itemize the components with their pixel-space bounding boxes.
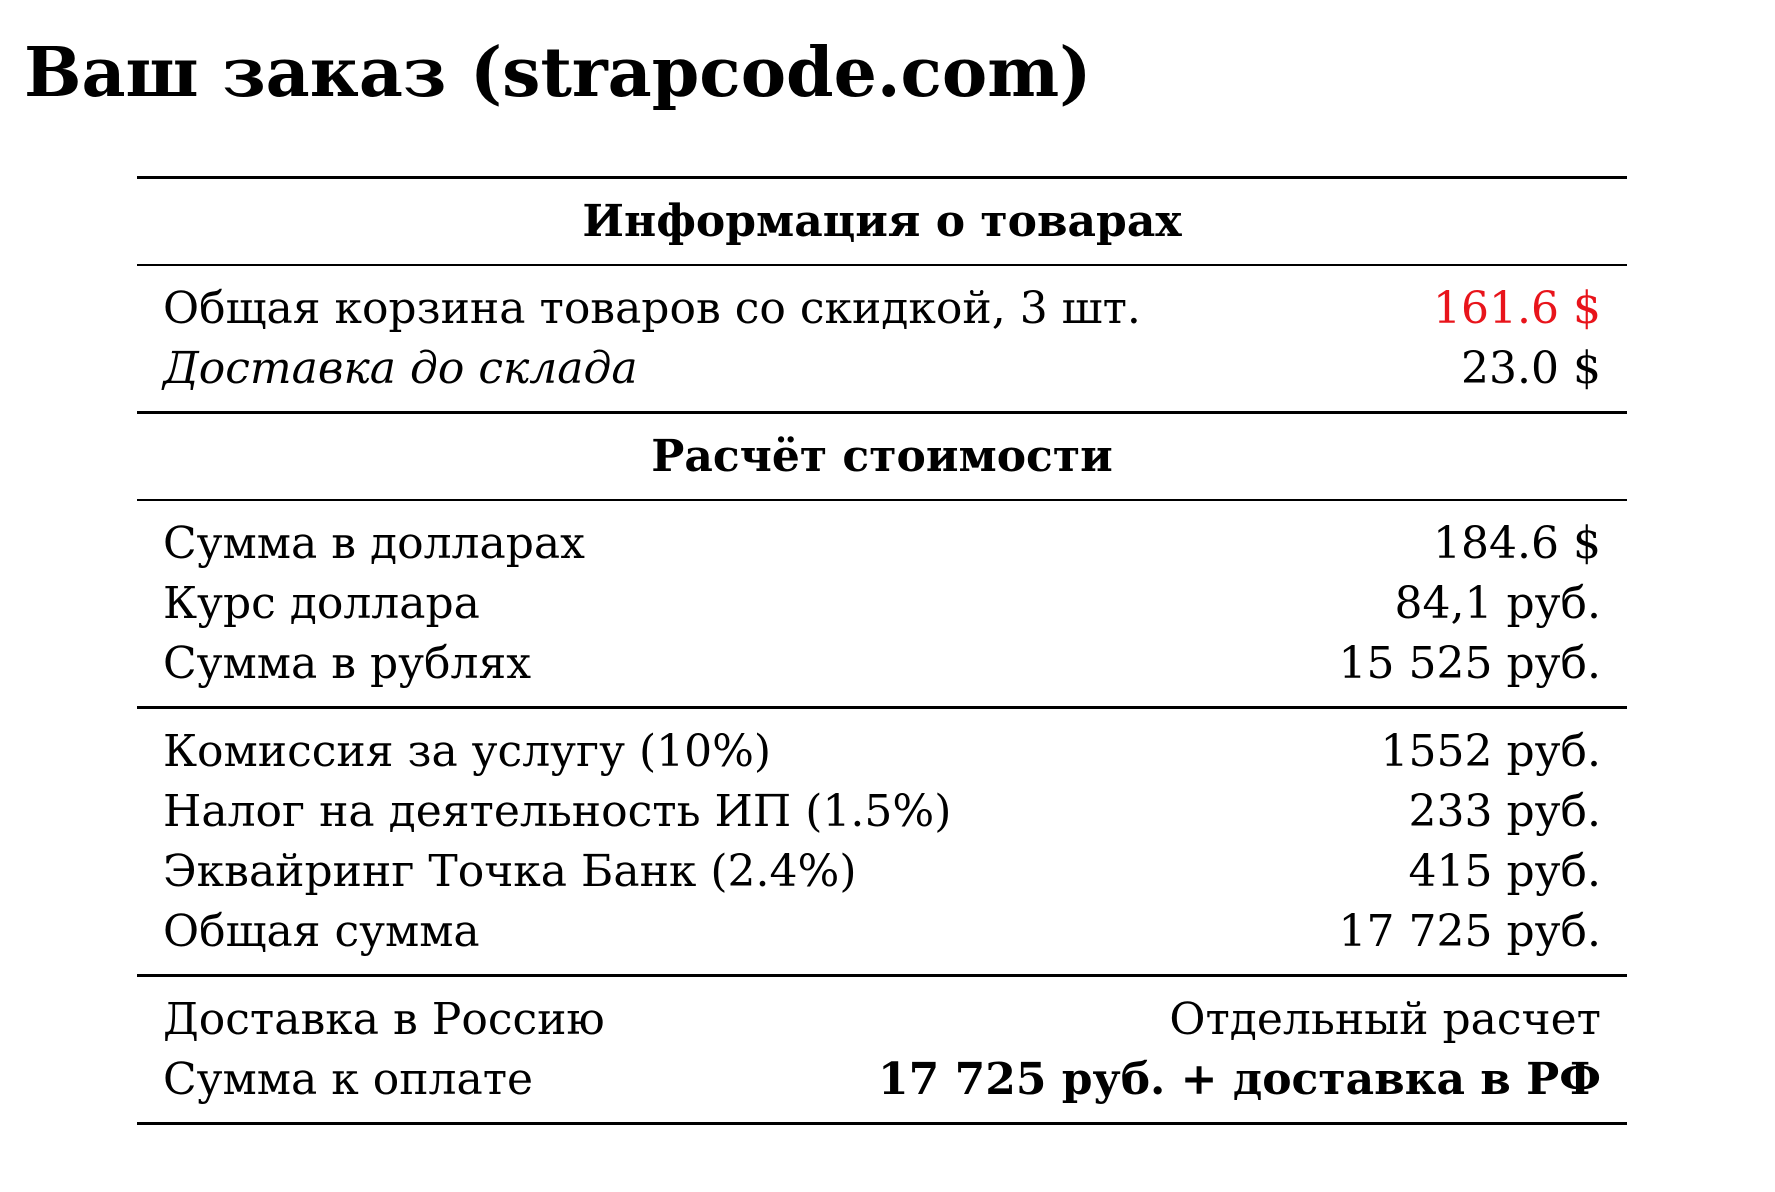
warehouse-shipping-row: Доставка до склада 23.0 $ <box>137 338 1627 398</box>
tax-value: 233 руб. <box>1408 785 1602 837</box>
cart-total-label: Общая корзина товаров со скидкой, 3 шт. <box>163 282 1141 334</box>
exchange-rate-value: 84,1 руб. <box>1394 577 1602 629</box>
exchange-rate-row: Курс доллара 84,1 руб. <box>137 573 1627 633</box>
calculation-section-header: Расчёт стоимости <box>651 431 1113 482</box>
order-table: Информация о товарах Общая корзина товар… <box>137 176 1627 1125</box>
cart-total-value: 161.6 $ <box>1433 282 1601 334</box>
rub-sum-row: Сумма в рублях 15 525 руб. <box>137 633 1627 693</box>
total-sum-value: 17 725 руб. <box>1338 905 1601 957</box>
usd-sum-row: Сумма в долларах 184.6 $ <box>137 513 1627 573</box>
rub-sum-value: 15 525 руб. <box>1338 637 1601 689</box>
russia-shipping-label: Доставка в Россию <box>163 993 605 1045</box>
warehouse-shipping-value: 23.0 $ <box>1461 342 1601 394</box>
rub-sum-label: Сумма в рублях <box>163 637 532 689</box>
total-sum-row: Общая сумма 17 725 руб. <box>137 901 1627 961</box>
goods-header-rule <box>137 264 1627 266</box>
service-fee-row: Комиссия за услугу (10%) 1552 руб. <box>137 721 1627 781</box>
conversion-end-rule <box>137 706 1627 709</box>
acquiring-row: Эквайринг Точка Банк (2.4%) 415 руб. <box>137 841 1627 901</box>
goods-section-header: Информация о товарах <box>582 196 1182 247</box>
amount-due-label: Сумма к оплате <box>163 1053 534 1105</box>
conversion-rows: Сумма в долларах 184.6 $ Курс доллара 84… <box>137 501 1627 706</box>
service-fee-value: 1552 руб. <box>1380 725 1602 777</box>
goods-rows: Общая корзина товаров со скидкой, 3 шт. … <box>137 266 1627 411</box>
service-fee-label: Комиссия за услугу (10%) <box>163 725 772 777</box>
final-rows: Доставка в Россию Отдельный расчет Сумма… <box>137 977 1627 1122</box>
fee-rows: Комиссия за услугу (10%) 1552 руб. Налог… <box>137 709 1627 974</box>
warehouse-shipping-label: Доставка до склада <box>163 342 638 394</box>
amount-due-row: Сумма к оплате 17 725 руб. + доставка в … <box>137 1049 1627 1109</box>
usd-sum-label: Сумма в долларах <box>163 517 585 569</box>
total-sum-label: Общая сумма <box>163 905 480 957</box>
fees-end-rule <box>137 974 1627 977</box>
usd-sum-value: 184.6 $ <box>1433 517 1601 569</box>
acquiring-value: 415 руб. <box>1408 845 1602 897</box>
bottom-rule <box>137 1122 1627 1125</box>
cart-total-row: Общая корзина товаров со скидкой, 3 шт. … <box>137 278 1627 338</box>
page-title: Ваш заказ (strapcode.com) <box>24 33 1092 113</box>
russia-shipping-row: Доставка в Россию Отдельный расчет <box>137 989 1627 1049</box>
top-rule <box>137 176 1627 179</box>
goods-end-rule <box>137 411 1627 414</box>
russia-shipping-value: Отдельный расчет <box>1169 993 1601 1045</box>
calculation-header-rule <box>137 499 1627 501</box>
acquiring-label: Эквайринг Точка Банк (2.4%) <box>163 845 857 897</box>
tax-label: Налог на деятельность ИП (1.5%) <box>163 785 952 837</box>
exchange-rate-label: Курс доллара <box>163 577 480 629</box>
amount-due-value: 17 725 руб. + доставка в РФ <box>878 1053 1601 1105</box>
tax-row: Налог на деятельность ИП (1.5%) 233 руб. <box>137 781 1627 841</box>
